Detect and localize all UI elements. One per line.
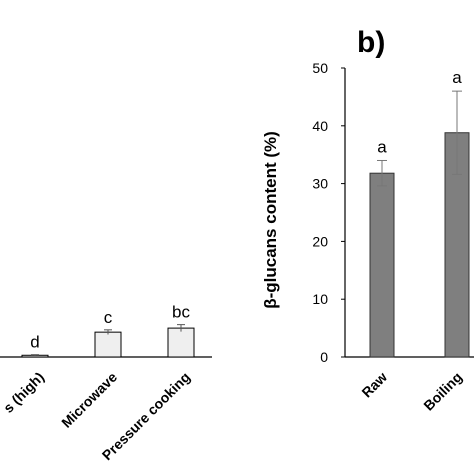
sig-letter-a-0: d — [30, 333, 39, 352]
y-axis-title: β-glucans content (%) — [261, 131, 280, 309]
sig-letter-b-0: a — [377, 137, 387, 156]
category-label-a-1: Microwave — [58, 369, 120, 431]
y-tick-label-5: 50 — [312, 60, 328, 76]
category-label-a-0: s (high) — [0, 369, 47, 416]
sig-letter-b-1: a — [452, 68, 462, 87]
bar-b-0 — [369, 172, 395, 358]
category-label-b-0: Raw — [358, 369, 390, 401]
sig-letter-a-2: bc — [172, 303, 190, 322]
panel-label-b: b) — [357, 26, 385, 59]
bar-a-1 — [94, 331, 122, 358]
y-tick-label-4: 40 — [312, 118, 328, 134]
y-tick-label-2: 20 — [312, 233, 328, 249]
y-tick-label-1: 10 — [312, 291, 328, 307]
y-tick-label-3: 30 — [312, 176, 328, 192]
bar-a-2 — [167, 327, 195, 358]
category-label-b-1: Boiling — [420, 369, 465, 414]
panel-b: b) β-glucans content (%) 0 10 20 30 40 50 a Raw… — [261, 26, 474, 414]
sig-letter-a-1: c — [104, 308, 113, 327]
y-tick-label-0: 0 — [320, 349, 328, 365]
